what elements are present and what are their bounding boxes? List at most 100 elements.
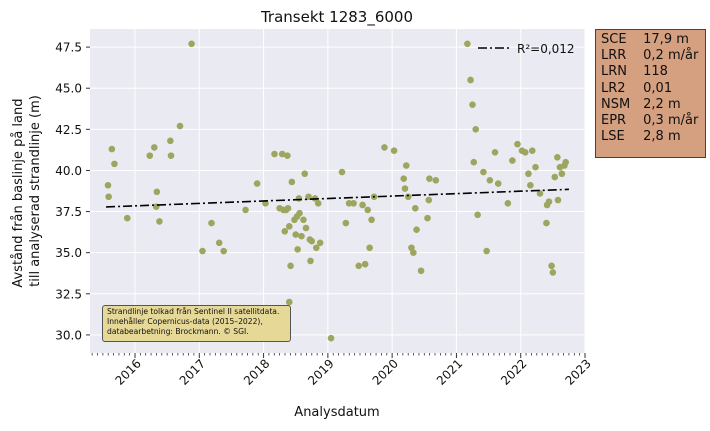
legend-label: R²=0,012	[517, 42, 575, 56]
plot-background	[90, 29, 585, 353]
data-point	[284, 204, 292, 212]
stat-epr: EPR 0,3 m/år	[601, 113, 700, 129]
data-point	[295, 195, 303, 202]
stat-lrr: LRR 0,2 m/år	[601, 48, 700, 64]
data-point	[402, 162, 410, 169]
x-axis-ticks: 2016 2017 2018 2019 2020 2021 2022 2023	[91, 353, 594, 388]
data-point	[355, 262, 363, 270]
data-point	[525, 170, 532, 178]
data-point	[253, 180, 261, 187]
stat-value: 2,8 m	[643, 129, 681, 145]
data-point	[242, 206, 249, 214]
stat-key: NSM	[601, 96, 631, 112]
data-point	[400, 175, 408, 182]
data-point	[527, 181, 534, 189]
x-tick-label: 2021	[434, 356, 465, 387]
data-point	[424, 214, 431, 222]
data-point	[486, 177, 494, 184]
data-point	[150, 144, 158, 151]
y-axis-ticks: 30.0 32.5 35.0 37.5 40.0 42.5 45.0 47.5	[55, 41, 90, 342]
data-point	[296, 209, 303, 217]
y-tick-label: 42.5	[55, 123, 82, 137]
data-point	[549, 269, 557, 276]
stat-nsm: NSM 2,2 m	[601, 97, 700, 113]
data-point	[301, 170, 309, 178]
data-point	[220, 247, 228, 255]
x-tick-label: 2022	[498, 356, 529, 387]
note-line-1: Strandlinje tolkad från Sentinel II sate…	[107, 307, 280, 316]
x-tick-label: 2020	[370, 356, 401, 387]
stat-key: LRN	[601, 64, 627, 80]
y-axis-label-line-1: Avstånd från baslinje på land	[11, 98, 26, 287]
data-point	[521, 149, 529, 156]
data-point	[554, 153, 561, 161]
data-point	[425, 196, 433, 204]
data-point	[123, 214, 131, 222]
legend: R²=0,012	[478, 42, 575, 56]
data-point	[432, 177, 440, 184]
chart-title: Transekt 1283_6000	[260, 8, 413, 27]
data-point	[292, 231, 300, 238]
data-point	[545, 198, 553, 205]
data-point	[167, 137, 174, 145]
stat-lrn: LRN 118	[601, 64, 700, 80]
data-point	[284, 152, 291, 159]
data-point	[494, 180, 502, 187]
data-point	[316, 239, 324, 247]
y-tick-label: 45.0	[55, 82, 82, 96]
y-axis-label: Avstånd från baslinje på land till analy…	[11, 94, 43, 287]
data-point	[271, 150, 278, 158]
stat-key: EPR	[601, 113, 627, 129]
stat-value: 17,9 m	[643, 32, 689, 47]
data-point	[208, 219, 215, 227]
data-point	[153, 188, 161, 196]
data-point	[294, 246, 301, 253]
stat-key: LSE	[601, 129, 625, 145]
data-point	[111, 160, 118, 168]
data-point	[417, 267, 425, 275]
stat-value: 0,3 m/år	[643, 113, 699, 129]
data-point	[536, 190, 544, 197]
stat-value: 2,2 m	[643, 96, 681, 112]
data-point	[401, 185, 409, 192]
data-point	[288, 178, 296, 186]
data-point	[364, 206, 372, 214]
stat-key: LRR	[601, 48, 627, 64]
note-line-3: databearbetning: Brockmann. © SGI.	[107, 327, 249, 336]
data-points	[104, 40, 570, 342]
data-point	[381, 144, 388, 151]
data-point	[404, 193, 412, 201]
data-point	[504, 200, 512, 207]
data-point	[281, 227, 289, 235]
y-tick-label: 30.0	[55, 328, 82, 342]
data-point	[327, 334, 335, 342]
note-line-2: Innehåller Copernicus-data (2015–2022),	[107, 317, 263, 326]
x-tick-label: 2016	[112, 356, 143, 387]
data-point	[514, 140, 521, 148]
x-tick-label: 2018	[241, 356, 272, 387]
data-point	[551, 173, 559, 181]
data-point	[359, 201, 366, 209]
y-tick-label: 32.5	[55, 287, 82, 301]
data-point	[464, 40, 471, 48]
data-point	[413, 226, 420, 233]
data-point	[312, 244, 320, 252]
data-point	[558, 170, 566, 178]
x-axis-label: Analysdatum	[294, 405, 379, 420]
data-point	[532, 163, 539, 171]
stat-value: 0,2 m/år	[643, 48, 699, 64]
data-point	[361, 260, 369, 268]
data-point	[470, 158, 478, 166]
stat-lr2: LR2 0,01	[601, 81, 700, 97]
stat-key: SCE	[601, 32, 627, 47]
y-tick-label: 37.5	[55, 205, 82, 219]
data-point	[285, 298, 293, 306]
data-point	[411, 204, 419, 212]
data-point	[307, 257, 314, 265]
data-point	[105, 193, 112, 201]
data-point	[146, 152, 154, 159]
stat-value: 118	[643, 64, 668, 80]
x-tick-label: 2017	[177, 356, 208, 387]
data-point	[108, 145, 116, 153]
